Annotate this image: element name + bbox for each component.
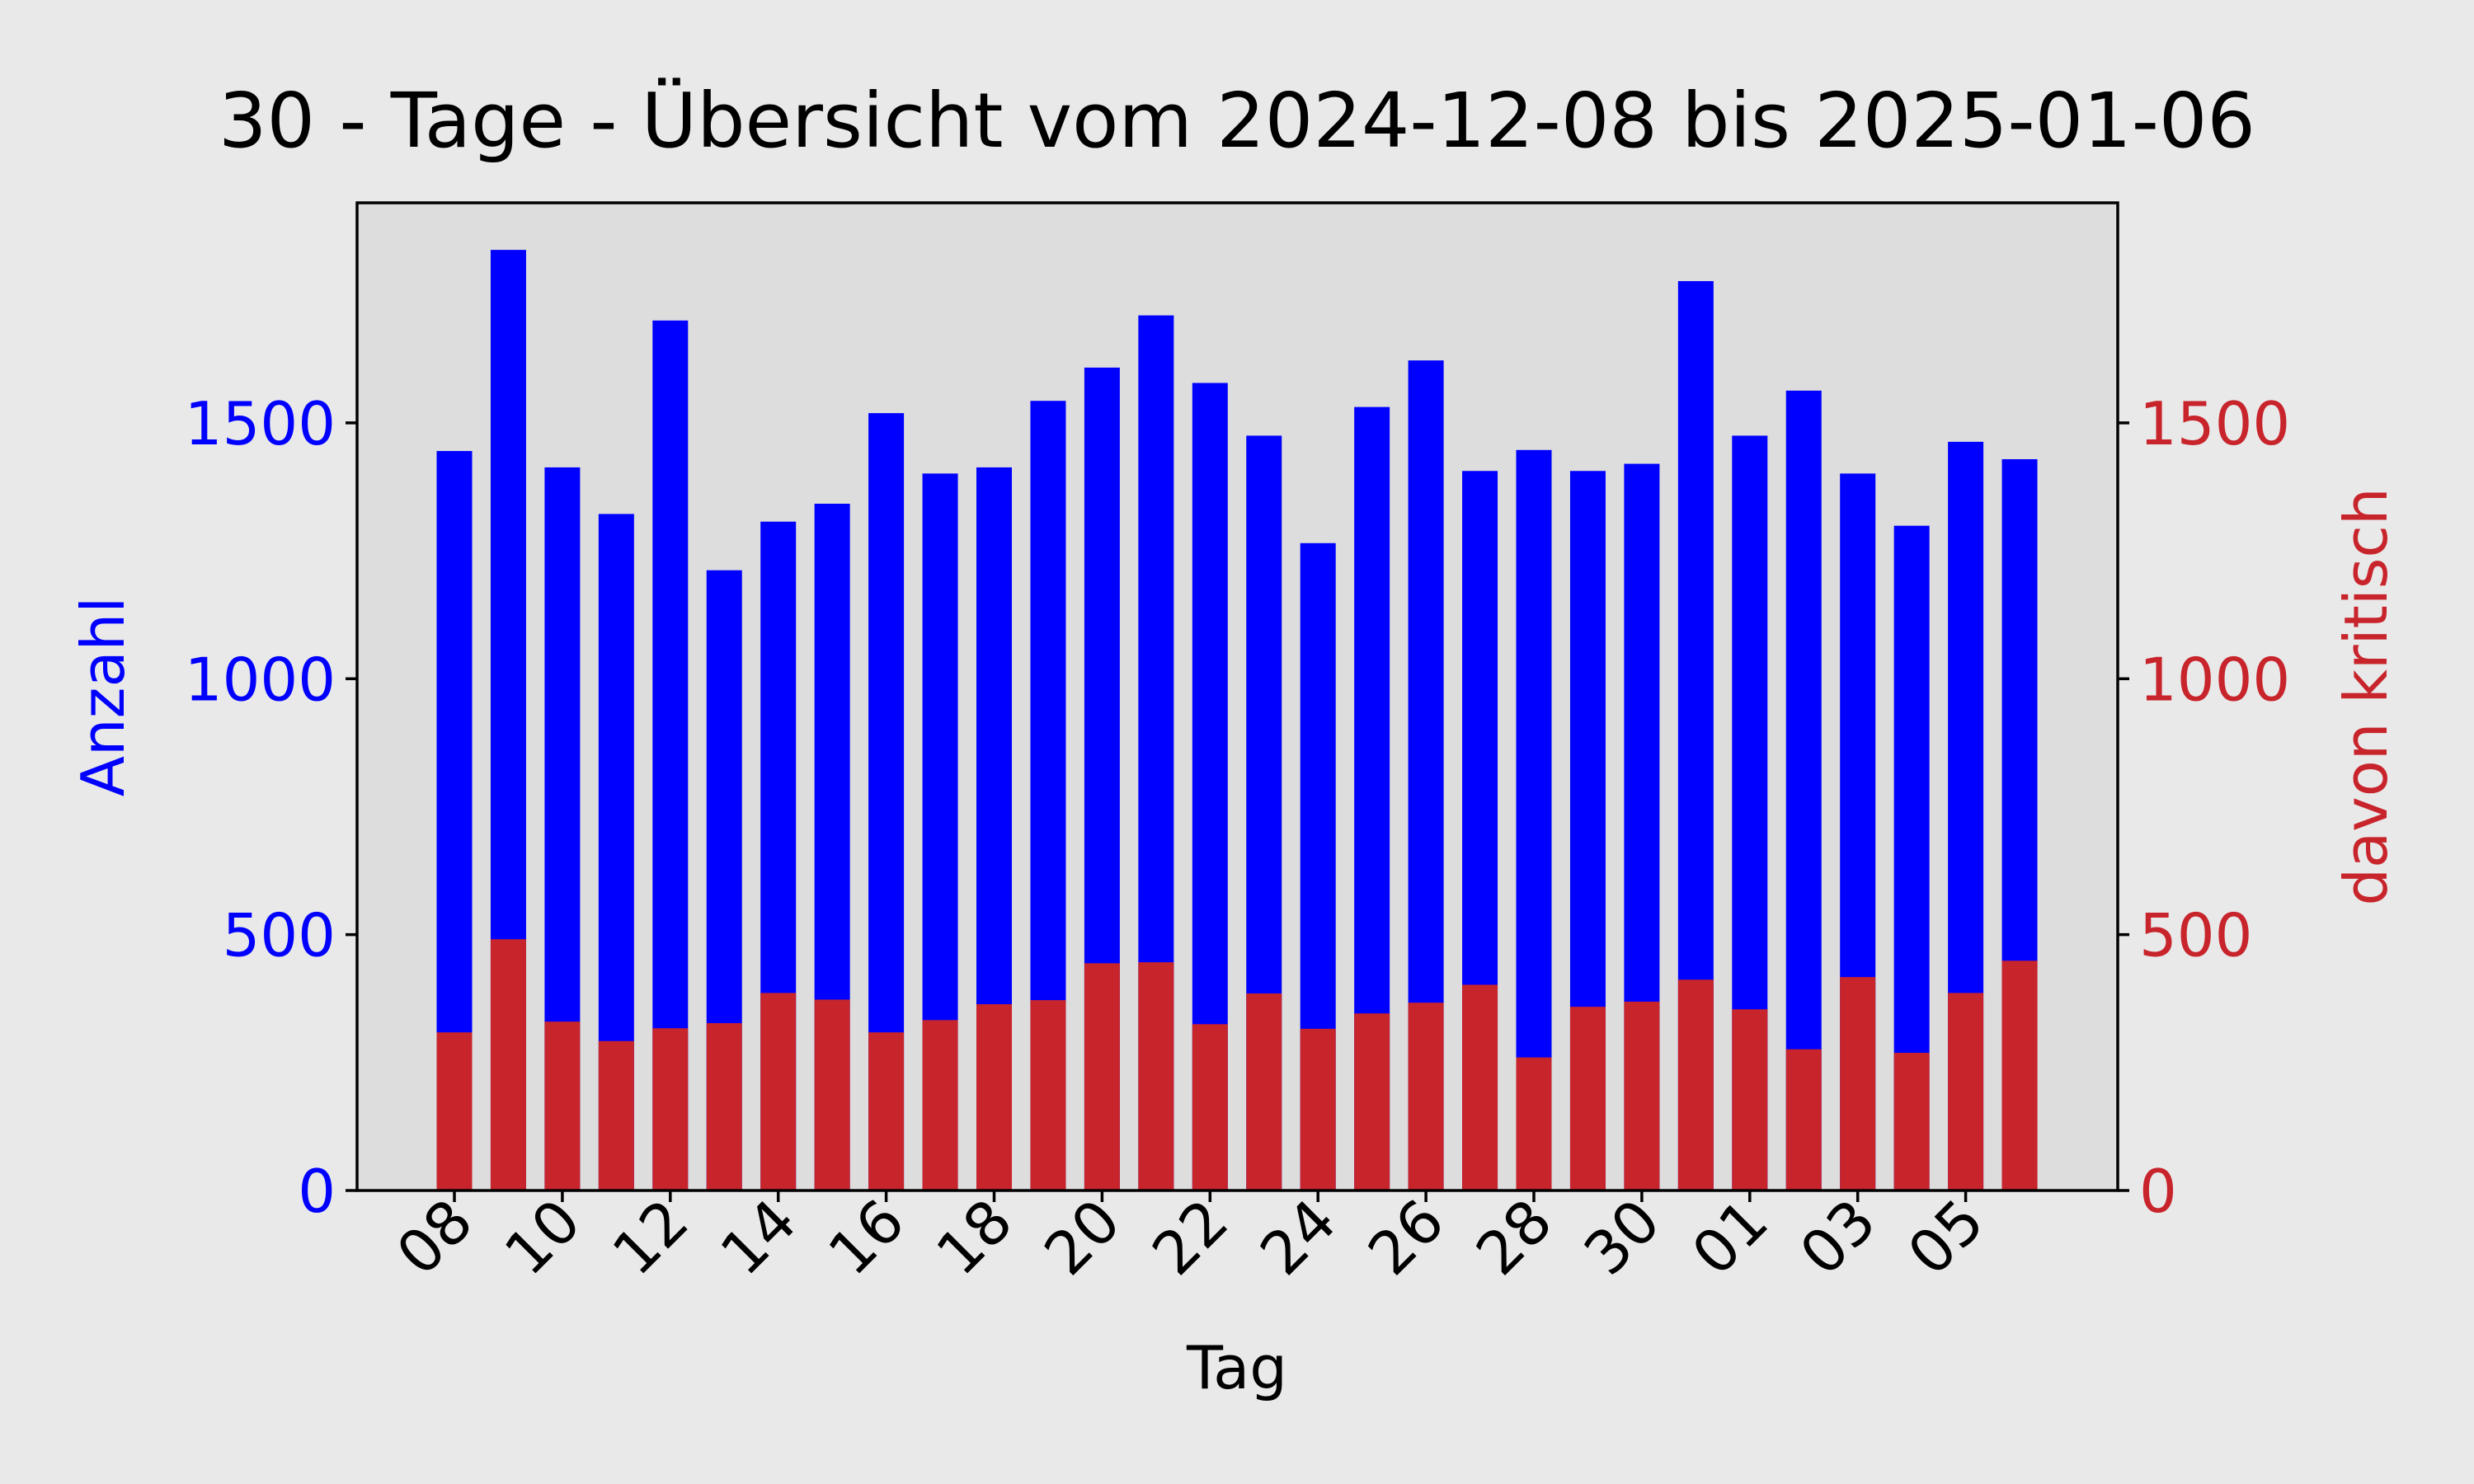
bar-kritisch-8	[868, 1032, 905, 1190]
plot-area	[357, 203, 2118, 1190]
bar-kritisch-3	[598, 1040, 634, 1190]
bar-kritisch-23	[1677, 979, 1714, 1190]
bar-kritisch-9	[922, 1020, 958, 1190]
bar-kritisch-12	[1084, 963, 1120, 1190]
y-left-tick-label-1000: 1000	[185, 645, 336, 714]
bar-kritisch-27	[1893, 1053, 1930, 1190]
bar-kritisch-14	[1192, 1024, 1228, 1190]
bar-kritisch-26	[1840, 977, 1876, 1190]
bar-kritisch-15	[1246, 993, 1282, 1190]
bar-kritisch-29	[2001, 960, 2038, 1190]
bar-kritisch-21	[1569, 1007, 1606, 1190]
bar-kritisch-17	[1354, 1013, 1390, 1190]
bar-kritisch-20	[1516, 1057, 1552, 1190]
bar-kritisch-1	[490, 939, 526, 1190]
bar-kritisch-7	[814, 999, 850, 1190]
bar-kritisch-10	[976, 1004, 1012, 1190]
bar-kritisch-25	[1785, 1049, 1822, 1190]
y-right-tick-label-500: 500	[2139, 901, 2252, 970]
y-right-tick-label-1500: 1500	[2139, 389, 2290, 458]
y-right-tick-label-1000: 1000	[2139, 645, 2290, 714]
y-axis-left-label: Anzahl	[68, 597, 138, 796]
y-right-tick-label-0: 0	[2139, 1157, 2177, 1226]
chart-title: 30 - Tage - Übersicht vom 2024-12-08 bis…	[219, 77, 2255, 165]
y-axis-right-label: davon kritisch	[2331, 487, 2401, 905]
bar-kritisch-11	[1030, 1000, 1066, 1190]
bar-kritisch-5	[706, 1023, 742, 1190]
bar-kritisch-16	[1300, 1028, 1336, 1190]
bar-kritisch-2	[544, 1021, 581, 1190]
y-left-tick-label-0: 0	[298, 1157, 336, 1226]
bar-kritisch-28	[1948, 993, 1984, 1190]
bar-kritisch-19	[1462, 984, 1498, 1190]
bar-kritisch-4	[652, 1028, 689, 1190]
bar-kritisch-13	[1138, 962, 1174, 1190]
bar-kritisch-0	[436, 1032, 473, 1190]
y-left-tick-label-500: 500	[223, 901, 336, 970]
bar-kritisch-6	[760, 993, 797, 1190]
bar-kritisch-22	[1624, 1001, 1660, 1190]
plot-frame	[355, 201, 2119, 1192]
bars-layer	[436, 250, 2038, 1191]
bar-kritisch-18	[1408, 1003, 1444, 1190]
bar-kritisch-24	[1732, 1009, 1768, 1190]
y-left-tick-label-1500: 1500	[185, 389, 336, 458]
x-axis-label: Tag	[1186, 1333, 1287, 1402]
